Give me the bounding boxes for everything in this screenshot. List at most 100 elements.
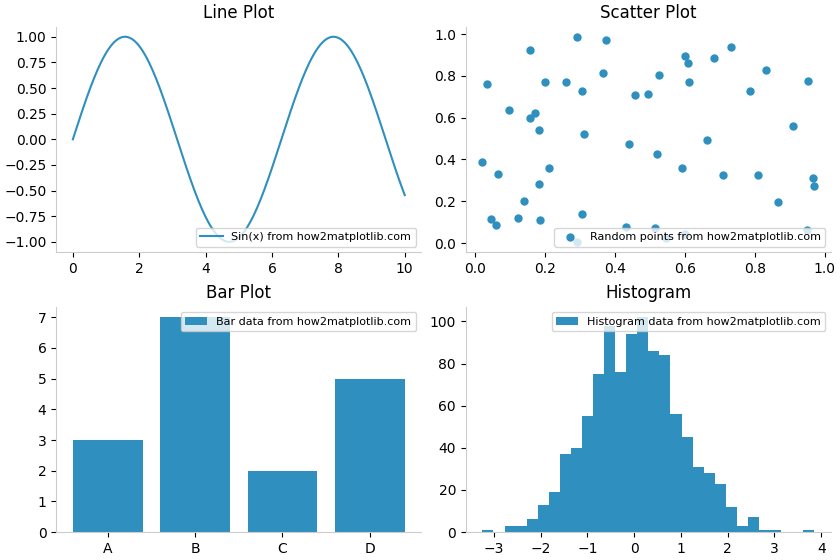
Random points from how2matplotlib.com [801, 225, 814, 234]
Random points from how2matplotlib.com [700, 136, 713, 144]
Bar [482, 530, 493, 532]
Bar [571, 448, 582, 532]
Title: Scatter Plot: Scatter Plot [600, 4, 696, 22]
Title: Line Plot: Line Plot [203, 4, 275, 22]
Random points from how2matplotlib.com [517, 197, 531, 206]
Bar [638, 318, 648, 532]
Random points from how2matplotlib.com [771, 198, 785, 207]
Random points from how2matplotlib.com [708, 53, 722, 62]
Bar [737, 526, 748, 532]
Random points from how2matplotlib.com [659, 233, 673, 242]
Bar [560, 454, 571, 532]
Random points from how2matplotlib.com [628, 91, 642, 100]
Random points from how2matplotlib.com [559, 77, 572, 86]
Bar [527, 520, 538, 532]
Bar [648, 351, 659, 532]
Bar [538, 505, 549, 532]
Legend: Bar data from how2matplotlib.com: Bar data from how2matplotlib.com [181, 312, 416, 331]
Random points from how2matplotlib.com [596, 68, 610, 77]
Random points from how2matplotlib.com [806, 174, 820, 183]
Sin(x) from how2matplotlib.com [68, 136, 78, 143]
Random points from how2matplotlib.com [807, 182, 821, 191]
Bar [704, 473, 715, 532]
Random points from how2matplotlib.com [577, 129, 591, 138]
Bar [627, 334, 638, 532]
Bar [748, 517, 759, 532]
Bar [549, 492, 560, 532]
Random points from how2matplotlib.com [786, 121, 800, 130]
Random points from how2matplotlib.com [650, 149, 664, 158]
Legend: Random points from how2matplotlib.com: Random points from how2matplotlib.com [554, 228, 826, 246]
Random points from how2matplotlib.com [575, 86, 589, 95]
Random points from how2matplotlib.com [491, 169, 505, 178]
Bar [505, 526, 516, 532]
Bar [615, 372, 627, 532]
Sin(x) from how2matplotlib.com [268, 162, 278, 169]
Bar [582, 416, 593, 532]
Random points from how2matplotlib.com [533, 125, 546, 134]
Bar [335, 379, 405, 532]
Bar [759, 530, 770, 532]
Sin(x) from how2matplotlib.com [224, 239, 234, 245]
Bar [593, 374, 604, 532]
Random points from how2matplotlib.com [523, 46, 537, 55]
Sin(x) from how2matplotlib.com [69, 133, 79, 139]
Title: Histogram: Histogram [606, 284, 691, 302]
Random points from how2matplotlib.com [538, 77, 552, 86]
Sin(x) from how2matplotlib.com [370, 106, 381, 113]
Random points from how2matplotlib.com [485, 214, 498, 223]
Bar [803, 530, 814, 532]
Bar [670, 414, 681, 532]
Bar [770, 530, 781, 532]
Random points from how2matplotlib.com [489, 220, 502, 229]
Random points from how2matplotlib.com [512, 213, 525, 222]
Bar [248, 471, 318, 532]
Line: Sin(x) from how2matplotlib.com: Sin(x) from how2matplotlib.com [73, 37, 405, 242]
Random points from how2matplotlib.com [675, 164, 689, 172]
Random points from how2matplotlib.com [716, 171, 729, 180]
Random points from how2matplotlib.com [543, 164, 556, 173]
Random points from how2matplotlib.com [620, 223, 633, 232]
Bar [726, 507, 737, 532]
Random points from how2matplotlib.com [570, 237, 584, 246]
Random points from how2matplotlib.com [523, 114, 537, 123]
Bar [516, 526, 527, 532]
Random points from how2matplotlib.com [678, 52, 691, 60]
Bar [681, 437, 693, 532]
Bar [659, 355, 670, 532]
Sin(x) from how2matplotlib.com [349, 54, 360, 60]
Random points from how2matplotlib.com [679, 229, 692, 238]
Legend: Histogram data from how2matplotlib.com: Histogram data from how2matplotlib.com [552, 312, 826, 331]
Random points from how2matplotlib.com [533, 216, 547, 225]
Sin(x) from how2matplotlib.com [120, 34, 130, 40]
Bar [693, 467, 704, 532]
Legend: Sin(x) from how2matplotlib.com: Sin(x) from how2matplotlib.com [196, 228, 416, 246]
Bar [715, 484, 726, 532]
Sin(x) from how2matplotlib.com [273, 146, 283, 152]
Random points from how2matplotlib.com [743, 86, 757, 95]
Sin(x) from how2matplotlib.com [400, 192, 410, 198]
Title: Bar Plot: Bar Plot [207, 284, 271, 302]
Bar [160, 318, 230, 532]
Bar [73, 440, 143, 532]
Random points from how2matplotlib.com [475, 157, 489, 166]
Random points from how2matplotlib.com [600, 36, 613, 45]
Random points from how2matplotlib.com [724, 42, 738, 51]
Random points from how2matplotlib.com [502, 105, 516, 114]
Random points from how2matplotlib.com [759, 66, 773, 74]
Random points from how2matplotlib.com [570, 32, 584, 41]
Random points from how2matplotlib.com [528, 108, 542, 117]
Bar [604, 326, 615, 532]
Random points from how2matplotlib.com [682, 77, 696, 86]
Random points from how2matplotlib.com [652, 71, 665, 80]
Random points from how2matplotlib.com [575, 209, 588, 218]
Random points from how2matplotlib.com [642, 90, 655, 99]
Random points from how2matplotlib.com [480, 80, 494, 88]
Random points from how2matplotlib.com [648, 223, 662, 232]
Random points from how2matplotlib.com [801, 77, 814, 86]
Random points from how2matplotlib.com [622, 140, 636, 149]
Random points from how2matplotlib.com [681, 58, 695, 67]
Random points from how2matplotlib.com [751, 171, 764, 180]
Random points from how2matplotlib.com [532, 180, 545, 189]
Sin(x) from how2matplotlib.com [266, 166, 276, 172]
